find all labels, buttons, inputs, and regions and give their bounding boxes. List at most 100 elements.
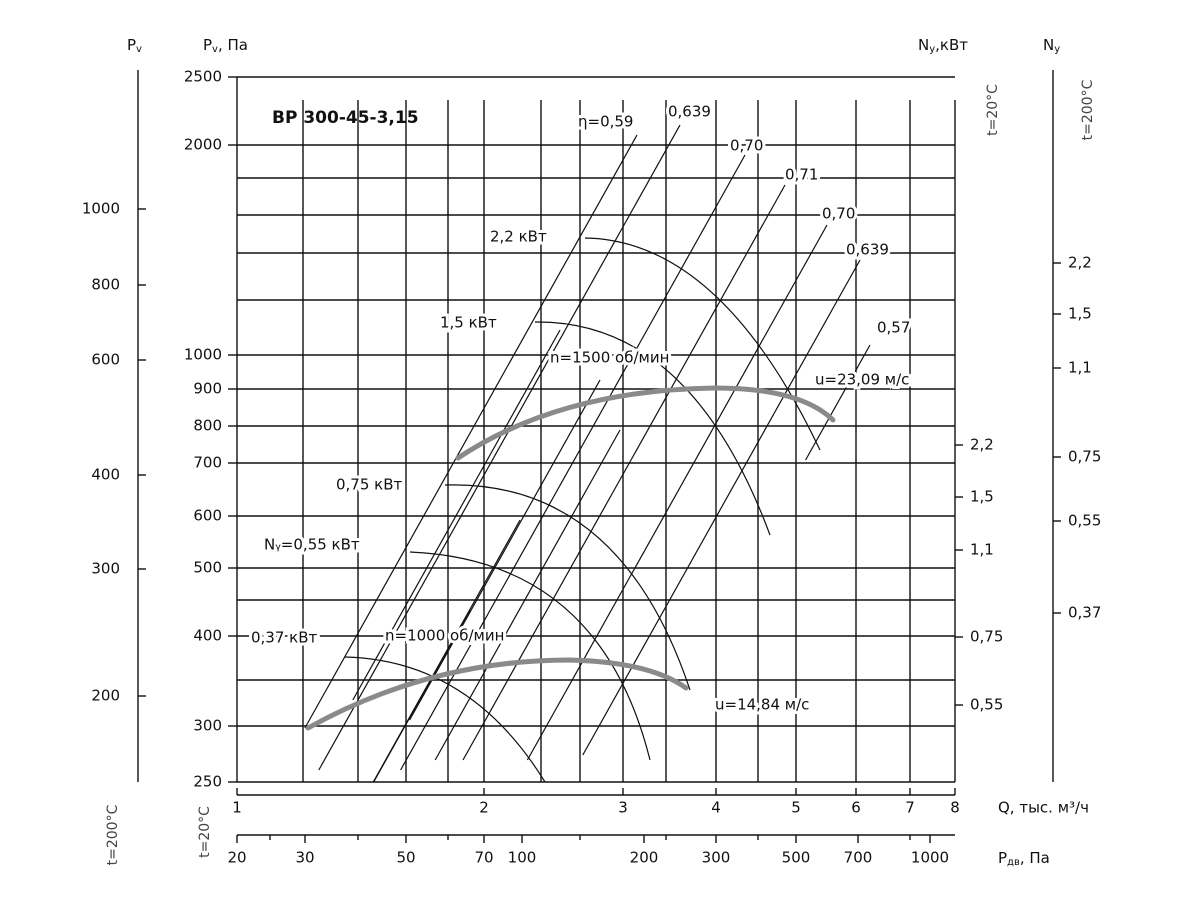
y-tick-label: 1000 [82,200,120,218]
axis-title: Pv, Па [203,36,248,56]
label-sub: v [212,44,218,55]
efficiency-line [526,224,828,761]
label-sub: v [136,44,142,55]
speed-tip: u=14,84 м/с [715,696,809,714]
y-tick-label: 2500 [184,68,222,86]
axis-title: Pv [127,36,142,56]
speed-curve [305,657,689,731]
axis-title: Pдв, Па [998,849,1050,869]
power-curve [409,551,651,761]
efficiency-line [434,429,621,761]
x-tick-label: 2 [479,799,489,817]
label-rest: , Па [1020,849,1050,867]
y-tick-label: 400 [193,627,222,645]
x-tick-label: 1 [232,799,242,817]
efficiency-line [304,134,638,729]
x-tick-label: 200 [630,849,659,867]
efficiency-line [805,344,871,461]
efficiency-line [400,154,746,771]
x-tick-label: 3 [618,799,628,817]
efficiency-label: 0,639 [668,103,711,121]
power-curve [584,237,821,451]
y2-tick-label: 1,1 [1068,359,1092,377]
x-tick-label: 500 [782,849,811,867]
x-tick-label: 4 [711,799,721,817]
power-label: Nᵧ=0,55 кВт [264,536,360,554]
efficiency-line [352,329,561,701]
x-tick-label: 300 [702,849,731,867]
speed-label: n=1500 об/мин [550,349,669,367]
axis-title: Nу [1043,36,1060,56]
chart-title: ВР 300-45-3,15 [272,108,419,128]
x-tick-label: 30 [295,849,314,867]
y2-tick-label: 2,2 [970,436,994,454]
label-sub: у [1054,44,1060,55]
label-main: P [998,849,1007,867]
y2-tick-label: 0,75 [970,628,1003,646]
power-label: 0,37 кВт [251,629,318,647]
speed-label: n=1000 об/мин [385,627,504,645]
y2-tick-label: 1,5 [970,488,994,506]
efficiency-line [409,379,601,721]
x-tick-label: 20 [227,849,246,867]
label-main: P [127,36,136,54]
efficiency-line [373,609,471,783]
efficiency-label: 0,70 [730,137,763,155]
x-tick-label: 7 [905,799,915,817]
efficiency-label: 0,70 [822,205,855,223]
label-main: N [1043,36,1054,54]
label-main: P [203,36,212,54]
power-label: 0,75 кВт [336,476,403,494]
x-tick-label: 70 [474,849,493,867]
y-tick-label: 600 [193,507,222,525]
axis-temperature: t=200°C [105,804,121,865]
y-tick-label: 800 [193,417,222,435]
y-tick-label: 300 [91,560,120,578]
x-tick-label: 8 [950,799,960,817]
y-tick-label: 700 [193,454,222,472]
x-tick-label: 100 [508,849,537,867]
efficiency-line [582,259,861,756]
axis-title: Nу,кВт [918,36,968,56]
efficiency-label: 0,57 [877,319,910,337]
label-rest: , Па [218,36,248,54]
efficiency-label: η=0,59 [578,113,633,131]
efficiency-label: 0,71 [785,166,818,184]
label-sub: у [929,44,935,55]
x-tick-label: 50 [396,849,415,867]
efficiency-line [318,124,681,771]
y-tick-label: 200 [91,687,120,705]
label-main: N [918,36,929,54]
power-curve [444,484,691,691]
y2-tick-label: 0,75 [1068,448,1101,466]
y2-tick-label: 1,5 [1068,305,1092,323]
y2-tick-label: 0,55 [1068,512,1101,530]
y-tick-label: 900 [193,380,222,398]
efficiency-line [462,184,786,761]
y-tick-label: 250 [193,773,222,791]
y-tick-label: 1000 [184,346,222,364]
y-tick-label: 600 [91,351,120,369]
x-tick-label: 6 [851,799,861,817]
power-curve [344,656,546,783]
y2-tick-label: 0,37 [1068,604,1101,622]
y-tick-label: 400 [91,466,120,484]
y-tick-label: 2000 [184,136,222,154]
axis-temperature: t=200°C [1080,79,1096,140]
label-sub: дв [1007,857,1020,868]
y-tick-label: 800 [91,276,120,294]
axis-temperature: t=20°C [985,84,1001,136]
efficiency-label: 0,639 [846,241,889,259]
label-rest: ,кВт [935,36,968,54]
speed-tip: u=23,09 м/с [815,371,909,389]
x-tick-label: 700 [844,849,873,867]
power-label: 1,5 кВт [440,314,497,332]
axis-title: Q, тыс. м³/ч [998,799,1089,817]
x-tick-label: 5 [791,799,801,817]
y-tick-label: 300 [193,717,222,735]
y2-tick-label: 0,55 [970,696,1003,714]
x-tick-label: 1000 [911,849,949,867]
speed-curve [455,385,836,461]
y2-tick-label: 2,2 [1068,254,1092,272]
